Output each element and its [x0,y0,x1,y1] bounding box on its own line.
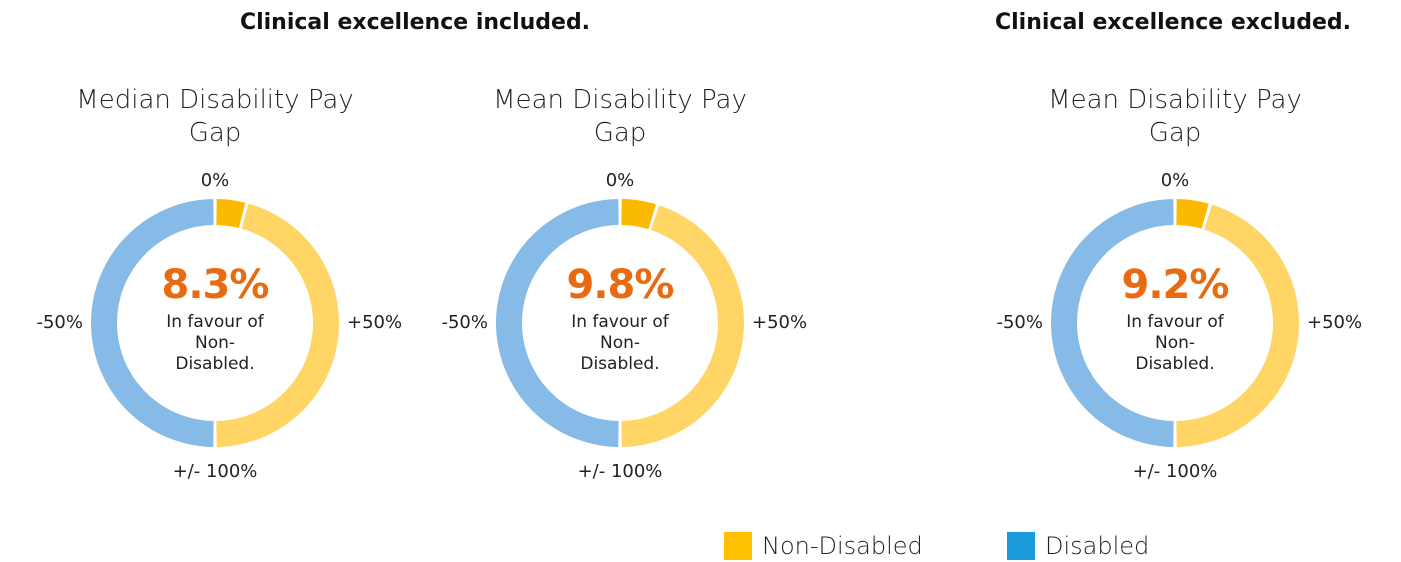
value-label: 9.2% [1121,262,1230,308]
caption: In favour of Non-Disabled. [571,312,669,374]
caption: In favour of Non-Disabled. [1126,312,1224,374]
disabled-segment [496,199,619,447]
tick-label: 0% [201,170,230,191]
remaining-segment [216,203,339,447]
disabled-segment [91,199,214,447]
legend-swatch [1007,532,1035,560]
tick-label: -50% [996,312,1043,333]
legend-item: Disabled [1007,532,1149,560]
heading: Clinical excellence included. [239,10,591,35]
tick-label: -50% [36,312,83,333]
remaining-segment [1176,204,1299,447]
tick-label: +/- 100% [173,461,258,482]
tick-label: 0% [606,170,635,191]
gap-segment [216,199,246,228]
legend-item: Non-Disabled [724,532,923,560]
disabled-segment [1051,199,1174,447]
value-label: 8.3% [161,262,270,308]
tick-label: 0% [1161,170,1190,191]
tick-label: +50% [347,312,402,333]
gap-segment [621,199,656,230]
value-label: 9.8% [566,262,675,308]
legend-label: Non-Disabled [762,532,923,560]
heading: Clinical excellence excluded. [994,10,1352,35]
chart-title: Mean Disability Pay Gap [493,85,747,148]
tick-label: +50% [752,312,807,333]
gap-segment [1176,199,1209,229]
remaining-segment [621,205,744,447]
legend-swatch [724,532,752,560]
tick-label: +/- 100% [1133,461,1218,482]
chart-title: Mean Disability Pay Gap [1048,85,1302,148]
chart-title: Median Disability Pay Gap [76,85,354,148]
tick-label: +50% [1307,312,1362,333]
tick-label: +/- 100% [578,461,663,482]
caption: In favour of Non-Disabled. [166,312,264,374]
legend-label: Disabled [1045,532,1150,560]
tick-label: -50% [441,312,488,333]
